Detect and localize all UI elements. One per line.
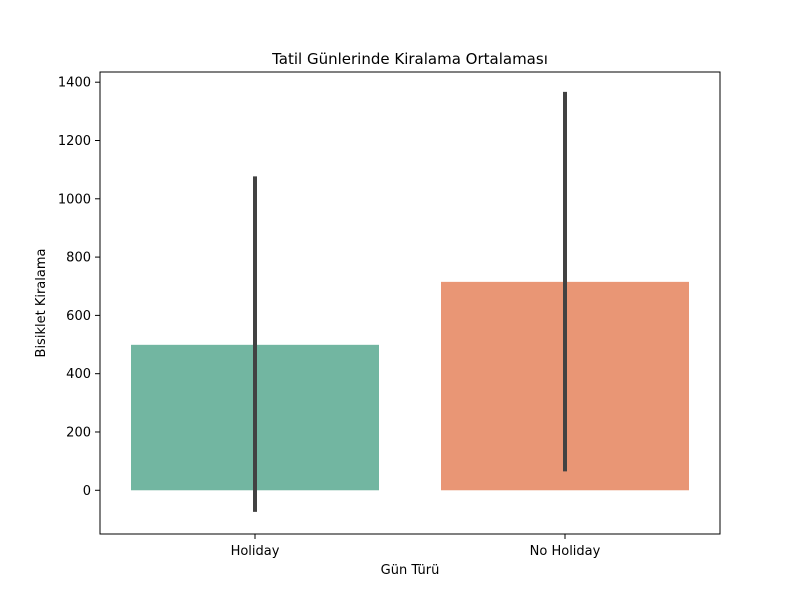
y-tick-label: 1400 bbox=[58, 76, 91, 91]
y-tick-label: 0 bbox=[83, 484, 91, 499]
plot-frame bbox=[99, 71, 721, 535]
y-axis-label: Bisiklet Kiralama bbox=[34, 249, 49, 358]
x-tick-label: No Holiday bbox=[530, 544, 601, 559]
y-tick-label: 600 bbox=[66, 309, 91, 324]
y-tick-label: 200 bbox=[66, 425, 91, 440]
error-bars-layer bbox=[253, 91, 567, 512]
y-tick-label: 400 bbox=[66, 367, 91, 382]
bars-layer bbox=[131, 281, 689, 491]
y-tick-label: 1000 bbox=[58, 192, 91, 207]
y-axis: 0 200 400 600 800 1000 1200 1400 bbox=[58, 76, 100, 499]
x-axis-label: Gün Türü bbox=[381, 563, 440, 578]
y-tick-label: 1200 bbox=[58, 134, 91, 149]
x-axis: Holiday No Holiday bbox=[231, 534, 601, 559]
y-tick-label: 800 bbox=[66, 251, 91, 266]
chart-title: Tatil Günlerinde Kiralama Ortalaması bbox=[271, 50, 548, 68]
x-tick-label: Holiday bbox=[231, 544, 280, 559]
